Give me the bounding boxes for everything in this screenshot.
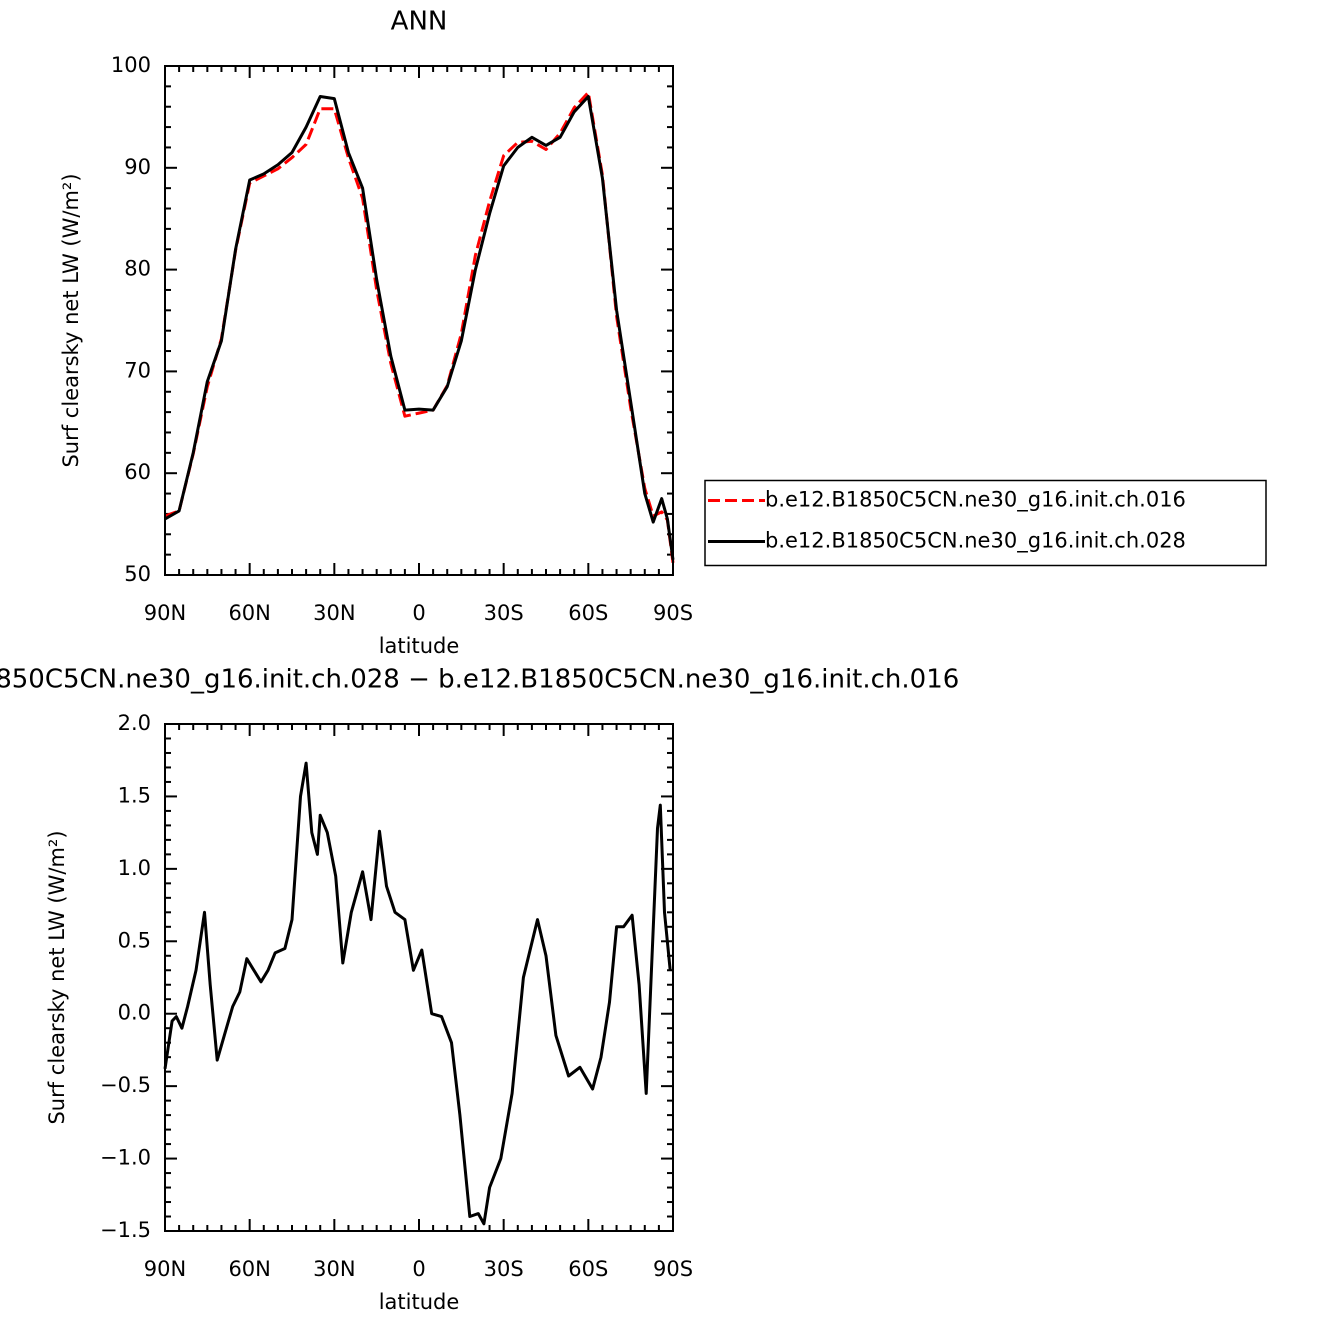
y-tick-label: −0.5 xyxy=(100,1073,151,1097)
x-tick-label: 0 xyxy=(412,601,425,625)
legend-label: b.e12.B1850C5CN.ne30_g16.init.ch.016 xyxy=(765,488,1186,513)
x-tick-label: 90S xyxy=(653,1257,693,1281)
plot-frame xyxy=(164,65,674,576)
x-tick-label: 0 xyxy=(412,1257,425,1281)
x-tick-label: 60S xyxy=(568,601,608,625)
y-tick-label: 90 xyxy=(124,155,151,179)
data-line xyxy=(164,91,675,563)
x-tick-label: 60N xyxy=(228,1257,270,1281)
y-tick-label: 70 xyxy=(124,358,151,382)
y-tick-label: 1.0 xyxy=(118,856,151,880)
legend-label: b.e12.B1850C5CN.ne30_g16.init.ch.028 xyxy=(765,529,1186,554)
y-tick-label: 80 xyxy=(124,257,151,281)
y-tick-label: −1.0 xyxy=(100,1146,151,1170)
y-axis-label: Surf clearsky net LW (W/m²) xyxy=(59,173,83,467)
y-tick-label: 0.0 xyxy=(118,1001,151,1025)
x-tick-label: 30N xyxy=(313,1257,355,1281)
y-tick-label: 2.0 xyxy=(118,711,151,735)
chart-title: ANN xyxy=(391,7,448,37)
y-tick-label: 1.5 xyxy=(118,783,151,807)
x-tick-label: 30S xyxy=(484,601,524,625)
x-tick-label: 30N xyxy=(313,601,355,625)
y-tick-label: 60 xyxy=(124,460,151,484)
x-tick-label: 60N xyxy=(228,601,270,625)
y-axis-label: Surf clearsky net LW (W/m²) xyxy=(45,830,69,1124)
data-line xyxy=(164,95,675,560)
legend-box xyxy=(704,479,1267,567)
x-tick-label: 90S xyxy=(653,601,693,625)
chart-title: b.e12.B1850C5CN.ne30_g16.init.ch.028 − b… xyxy=(0,665,959,695)
x-axis-label: latitude xyxy=(379,634,460,658)
x-axis-label: latitude xyxy=(379,1290,460,1314)
y-tick-label: −1.5 xyxy=(100,1218,151,1242)
x-tick-label: 90N xyxy=(144,601,186,625)
x-tick-label: 60S xyxy=(568,1257,608,1281)
y-tick-label: 100 xyxy=(111,53,151,77)
x-tick-label: 30S xyxy=(484,1257,524,1281)
data-line xyxy=(163,761,672,1226)
y-tick-label: 0.5 xyxy=(118,928,151,952)
x-tick-label: 90N xyxy=(144,1257,186,1281)
y-tick-label: 50 xyxy=(124,562,151,586)
plot-frame xyxy=(164,723,674,1232)
